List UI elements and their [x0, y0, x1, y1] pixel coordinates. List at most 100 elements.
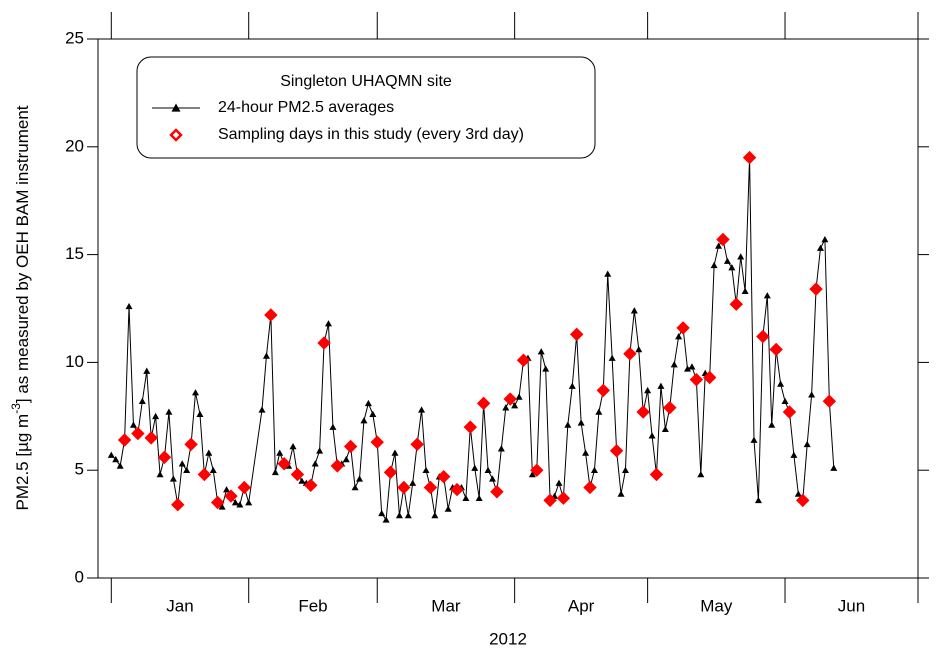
legend-box	[136, 56, 596, 159]
marker	[595, 408, 603, 415]
y-label-sup: -3	[9, 403, 23, 414]
marker	[516, 353, 531, 367]
marker	[178, 460, 186, 467]
marker	[503, 392, 517, 406]
marker	[782, 405, 797, 419]
marker	[107, 451, 115, 458]
y-tick-label: 20	[65, 136, 84, 155]
marker	[808, 391, 816, 398]
x-tick-label: Feb	[298, 596, 327, 615]
marker	[796, 493, 810, 508]
marker	[364, 399, 372, 407]
marker	[223, 486, 231, 493]
marker	[830, 464, 838, 471]
marker	[116, 462, 124, 469]
marker	[728, 264, 736, 271]
marker	[661, 425, 669, 433]
y-tick-label: 5	[75, 460, 84, 479]
marker	[777, 380, 785, 387]
marker	[444, 505, 452, 512]
marker	[304, 478, 318, 492]
marker	[649, 467, 664, 482]
y-tick-label: 10	[65, 352, 84, 371]
marker	[360, 417, 368, 424]
marker	[809, 282, 823, 296]
legend-label: 24-hour PM2.5 averages	[218, 99, 394, 116]
marker	[437, 469, 451, 484]
marker	[410, 437, 424, 452]
marker	[754, 496, 762, 504]
marker	[183, 466, 191, 473]
marker	[237, 480, 251, 495]
legend-title: Singleton UHAQMN site	[280, 73, 452, 90]
marker	[670, 361, 678, 368]
marker	[129, 421, 137, 428]
y-tick-label: 15	[65, 244, 84, 263]
marker	[125, 302, 133, 310]
marker	[370, 435, 384, 449]
marker	[716, 232, 730, 247]
marker	[144, 431, 158, 445]
marker	[165, 408, 173, 415]
marker	[404, 511, 412, 519]
marker	[431, 511, 439, 519]
marker	[542, 365, 550, 372]
marker	[117, 433, 132, 447]
marker	[169, 475, 177, 482]
marker	[316, 447, 324, 454]
marker	[822, 394, 837, 408]
marker	[197, 467, 212, 482]
marker	[423, 480, 438, 495]
marker	[609, 444, 624, 458]
marker	[262, 352, 270, 359]
marker	[395, 511, 403, 519]
marker	[488, 475, 496, 482]
marker	[196, 410, 204, 417]
marker	[497, 445, 505, 452]
marker	[617, 490, 625, 497]
y-label-part: ] as measured by OEH BAM instrument	[13, 105, 32, 403]
marker	[342, 455, 350, 463]
marker	[768, 421, 776, 428]
marker	[702, 370, 717, 385]
marker	[476, 396, 491, 411]
marker	[715, 242, 723, 249]
marker	[555, 479, 563, 486]
marker	[676, 321, 690, 335]
marker	[184, 437, 198, 452]
marker	[621, 466, 629, 473]
marker	[635, 345, 643, 353]
marker	[383, 465, 398, 480]
marker	[816, 244, 824, 251]
marker	[277, 457, 291, 471]
y-label-part: PM2.5 [µg m	[13, 414, 32, 511]
marker	[298, 477, 306, 484]
marker	[543, 493, 557, 508]
marker	[343, 439, 358, 454]
marker	[604, 270, 612, 277]
marker	[397, 480, 411, 495]
marker	[511, 402, 519, 409]
marker	[112, 455, 120, 463]
marker	[391, 449, 399, 456]
marker	[737, 253, 745, 260]
marker	[781, 397, 789, 405]
x-tick-label: Mar	[431, 596, 461, 615]
marker	[630, 307, 638, 314]
marker	[790, 451, 798, 458]
y-tick-label: 0	[75, 567, 84, 586]
marker	[290, 467, 305, 482]
marker	[356, 475, 364, 482]
marker	[218, 503, 226, 510]
marker	[636, 405, 650, 419]
marker	[528, 471, 536, 478]
marker	[209, 466, 217, 473]
marker	[821, 236, 829, 243]
marker	[138, 397, 146, 405]
marker	[351, 483, 359, 491]
marker	[582, 449, 590, 456]
marker	[264, 308, 278, 322]
marker	[490, 485, 504, 499]
plot-frame	[97, 38, 919, 579]
marker	[157, 450, 172, 464]
